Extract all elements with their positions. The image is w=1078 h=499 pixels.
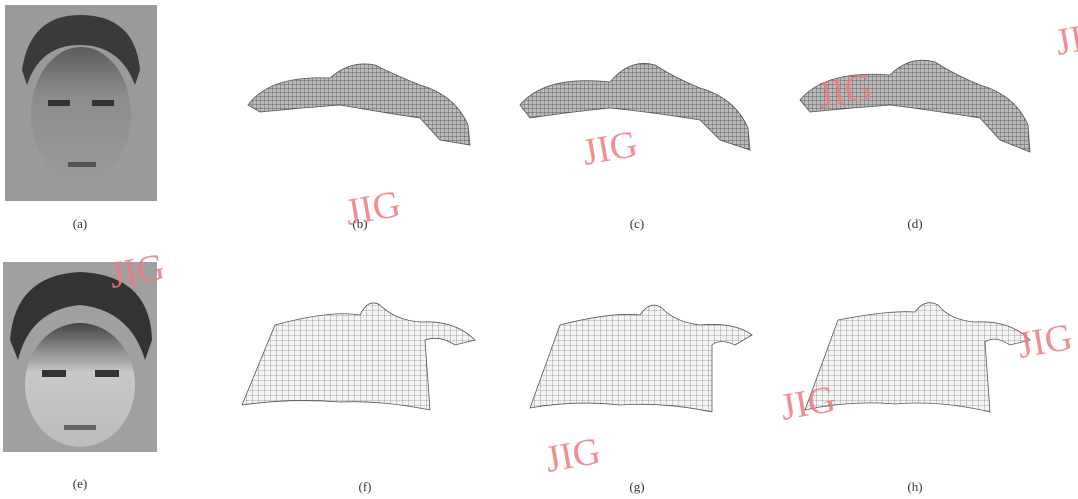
panel-label: (d) [907,216,922,231]
mesh-surface [242,303,1030,412]
face-photo [5,5,157,201]
watermark: JIG [814,66,875,117]
panel-label: (e) [73,476,87,491]
watermark: JIG [777,378,838,429]
watermark: JIG [106,246,167,297]
figure: (a) (b) (c) (d) (e) (f) (g) (h) JIG JIG … [0,0,1078,499]
watermark: JIG [342,183,403,234]
panel-label: (a) [73,216,87,231]
panel-label: (c) [630,216,644,231]
mesh-surface [248,60,1030,152]
panel-label: (h) [907,479,922,494]
panel-label: (f) [359,479,372,494]
watermark: JIG [542,430,603,481]
watermark: JIG [1052,13,1078,64]
panel-label: (g) [629,479,644,494]
watermark: JIG [579,123,640,174]
watermark: JIG [1014,316,1075,367]
